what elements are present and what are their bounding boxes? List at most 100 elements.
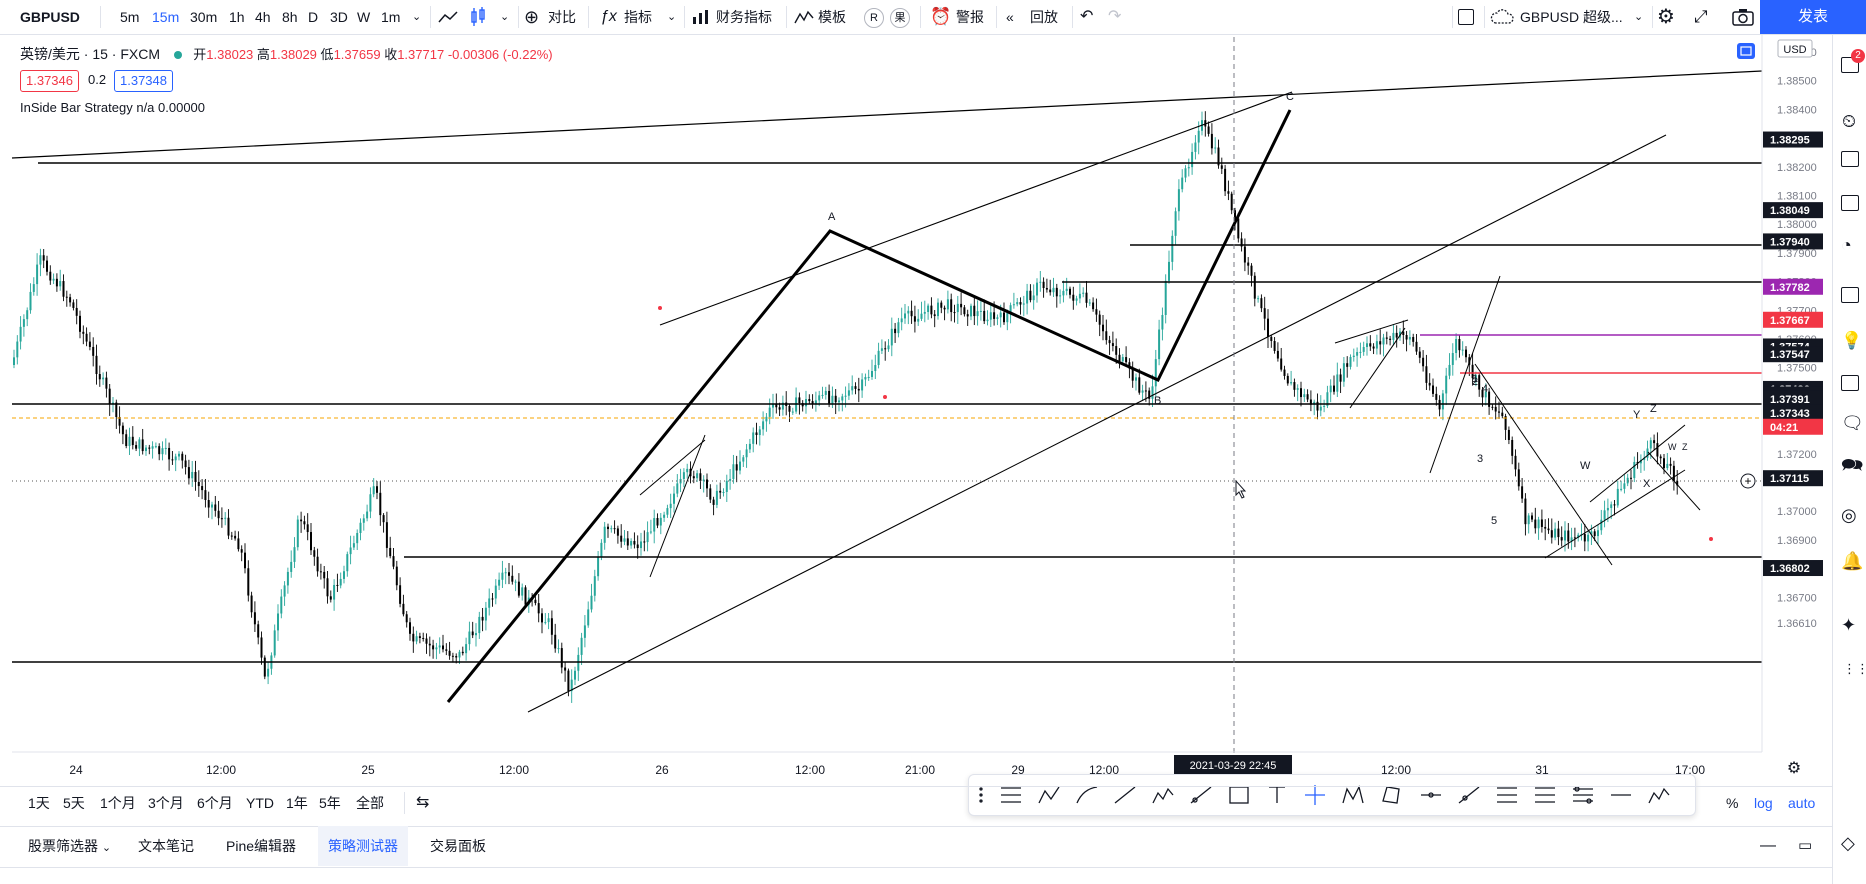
interval-4h[interactable]: 4h xyxy=(255,9,271,25)
trend-line[interactable] xyxy=(649,434,706,578)
maximize-panel-icon[interactable]: ▭ xyxy=(1798,837,1813,854)
streams-chat-icon[interactable]: 🗪 xyxy=(1841,455,1864,475)
time-axis[interactable]: 24 12:00 25 12:00 26 12:00 21:00 29 12:00 12:00 31… xyxy=(69,763,1705,777)
candle-chart-style-icon[interactable] xyxy=(470,7,486,27)
expand-arrows-icon[interactable]: ⤢ xyxy=(1694,7,1708,26)
cloud-icon[interactable] xyxy=(1490,8,1516,26)
percent-scale-toggle[interactable]: % xyxy=(1726,795,1739,811)
tools-icon[interactable]: ✦ xyxy=(1841,615,1857,635)
notifications-bell-icon[interactable]: 🔔 xyxy=(1841,551,1864,571)
trend-line[interactable] xyxy=(527,134,1667,713)
range-1y[interactable]: 1年 xyxy=(286,795,308,811)
range-1m[interactable]: 1个月 xyxy=(100,795,136,811)
parallel-channel-icon[interactable] xyxy=(1497,787,1517,803)
ideas-bulb-icon[interactable]: 💡 xyxy=(1841,331,1863,350)
chat-bubble-icon[interactable]: 🗨 xyxy=(1841,413,1864,433)
strategy-legend[interactable]: InSide Bar Strategy n/a 0.00000 xyxy=(20,100,206,115)
more-dots-icon[interactable]: ⋮⋮ xyxy=(1843,661,1866,676)
interval-dropdown-chevron-icon[interactable]: ⌄ xyxy=(412,11,422,23)
chart-style-chevron-icon[interactable]: ⌄ xyxy=(500,11,510,23)
fx-icon[interactable]: ƒx xyxy=(600,8,617,25)
head-shoulders-icon[interactable] xyxy=(1342,785,1364,804)
compare-plus-icon[interactable]: ⊕ xyxy=(524,7,540,27)
trend-line-icon[interactable] xyxy=(1114,786,1136,804)
interval-8h[interactable]: 8h xyxy=(282,9,298,25)
camera-icon[interactable] xyxy=(1732,8,1754,26)
redo-icon[interactable]: ↷ xyxy=(1108,8,1122,25)
market-status-dot-icon[interactable] xyxy=(173,51,182,59)
add-alert-plus-icon[interactable] xyxy=(1740,473,1756,489)
screener-icon[interactable] xyxy=(1841,375,1859,391)
interval-30m[interactable]: 30m xyxy=(190,9,218,25)
interval-1m[interactable]: 1m xyxy=(381,9,401,25)
abcd-pattern-icon[interactable] xyxy=(1038,786,1060,804)
drag-handle-icon[interactable] xyxy=(979,787,983,803)
arrow-line-icon[interactable] xyxy=(1458,786,1480,804)
tab-stock-screener[interactable]: 股票筛选器 ⌄ xyxy=(18,826,121,866)
alerts-clock-icon[interactable]: ⏲ xyxy=(1842,111,1857,131)
wxyz-pattern-icon[interactable] xyxy=(1648,787,1670,804)
log-scale-toggle[interactable]: log xyxy=(1754,795,1773,811)
abc-wave-path[interactable] xyxy=(446,109,1292,703)
trend-line[interactable] xyxy=(1474,363,1613,566)
layers-icon[interactable]: ◇ xyxy=(1841,833,1855,853)
r-badge[interactable]: R xyxy=(864,8,884,28)
symbol-search[interactable]: GBPUSD xyxy=(20,9,80,25)
interval-5m[interactable]: 5m xyxy=(120,9,140,25)
trend-line[interactable] xyxy=(1429,275,1501,474)
range-1d[interactable]: 1天 xyxy=(28,795,50,811)
indicators-button[interactable]: 指标 xyxy=(624,9,652,25)
trend-line[interactable] xyxy=(1647,451,1701,511)
polygon-icon[interactable] xyxy=(1382,786,1400,804)
trend-line[interactable] xyxy=(1544,469,1686,559)
fib-retracement-icon[interactable] xyxy=(1001,787,1021,803)
legend-symbol-name[interactable]: 英镑/美元 · 15 · FXCM xyxy=(20,46,161,62)
currency-label[interactable]: USD xyxy=(1783,44,1806,56)
minimize-panel-icon[interactable]: — xyxy=(1760,837,1776,854)
range-ytd[interactable]: YTD xyxy=(246,795,274,811)
settings-gear-icon[interactable]: ⚙ xyxy=(1657,6,1675,28)
tab-trading-panel[interactable]: 交易面板 xyxy=(430,838,486,854)
ray-icon[interactable] xyxy=(1190,786,1212,804)
trend-line[interactable] xyxy=(1349,327,1406,409)
fullscreen-square-icon[interactable] xyxy=(1458,9,1474,25)
indicators-chevron-icon[interactable]: ⌄ xyxy=(667,11,677,23)
auto-scale-icon[interactable] xyxy=(1737,43,1755,59)
price-chart[interactable]: A B C 1 2 3 4 5 W X Y Z W Z 1.386001.385… xyxy=(0,35,1866,781)
rectangle-icon[interactable] xyxy=(1229,786,1249,804)
currency-badge[interactable] xyxy=(1777,39,1813,58)
hotlists-icon[interactable] xyxy=(1841,195,1859,211)
brush-icon[interactable] xyxy=(1076,786,1098,804)
undo-icon[interactable]: ↶ xyxy=(1080,8,1094,25)
calendar-icon[interactable]: ◔ xyxy=(1841,235,1852,255)
data-window-icon[interactable] xyxy=(1841,151,1859,167)
crosshair-tool-icon[interactable] xyxy=(1305,785,1325,805)
ask-price-button[interactable]: 1.37348 xyxy=(114,70,173,92)
news-icon[interactable] xyxy=(1841,287,1859,303)
signal-broadcast-icon[interactable]: ◎ xyxy=(1841,505,1857,525)
range-3m[interactable]: 3个月 xyxy=(148,795,184,811)
templates-icon[interactable] xyxy=(794,9,814,25)
alert-clock-icon[interactable]: ⏰ xyxy=(930,7,952,26)
financials-bar-icon[interactable] xyxy=(692,9,710,25)
elliott-wave-icon[interactable] xyxy=(1152,787,1174,804)
interval-15m[interactable]: 15m xyxy=(152,9,180,25)
alert-button[interactable]: 警报 xyxy=(956,9,984,25)
price-range-icon[interactable] xyxy=(1573,786,1593,804)
financials-button[interactable]: 财务指标 xyxy=(716,9,772,25)
replay-rewind-icon[interactable]: « xyxy=(1006,9,1014,25)
range-5y[interactable]: 5年 xyxy=(319,795,341,811)
trend-line[interactable] xyxy=(639,439,706,496)
interval-w[interactable]: W xyxy=(357,9,371,25)
trend-line[interactable] xyxy=(11,70,1763,159)
layout-name[interactable]: GBPUSD 超级... xyxy=(1520,9,1623,25)
range-all[interactable]: 全部 xyxy=(356,795,384,811)
range-6m[interactable]: 6个月 xyxy=(197,795,233,811)
tab-text-notes[interactable]: 文本笔记 xyxy=(138,838,194,854)
fruit-badge[interactable]: 果 xyxy=(890,8,910,28)
time-axis-settings-gear-icon[interactable]: ⚙ xyxy=(1787,760,1801,777)
line-chart-style-icon[interactable] xyxy=(438,9,458,25)
trend-line[interactable] xyxy=(1334,319,1409,344)
trend-line[interactable] xyxy=(1589,424,1686,503)
compare-button[interactable]: 对比 xyxy=(548,9,576,25)
